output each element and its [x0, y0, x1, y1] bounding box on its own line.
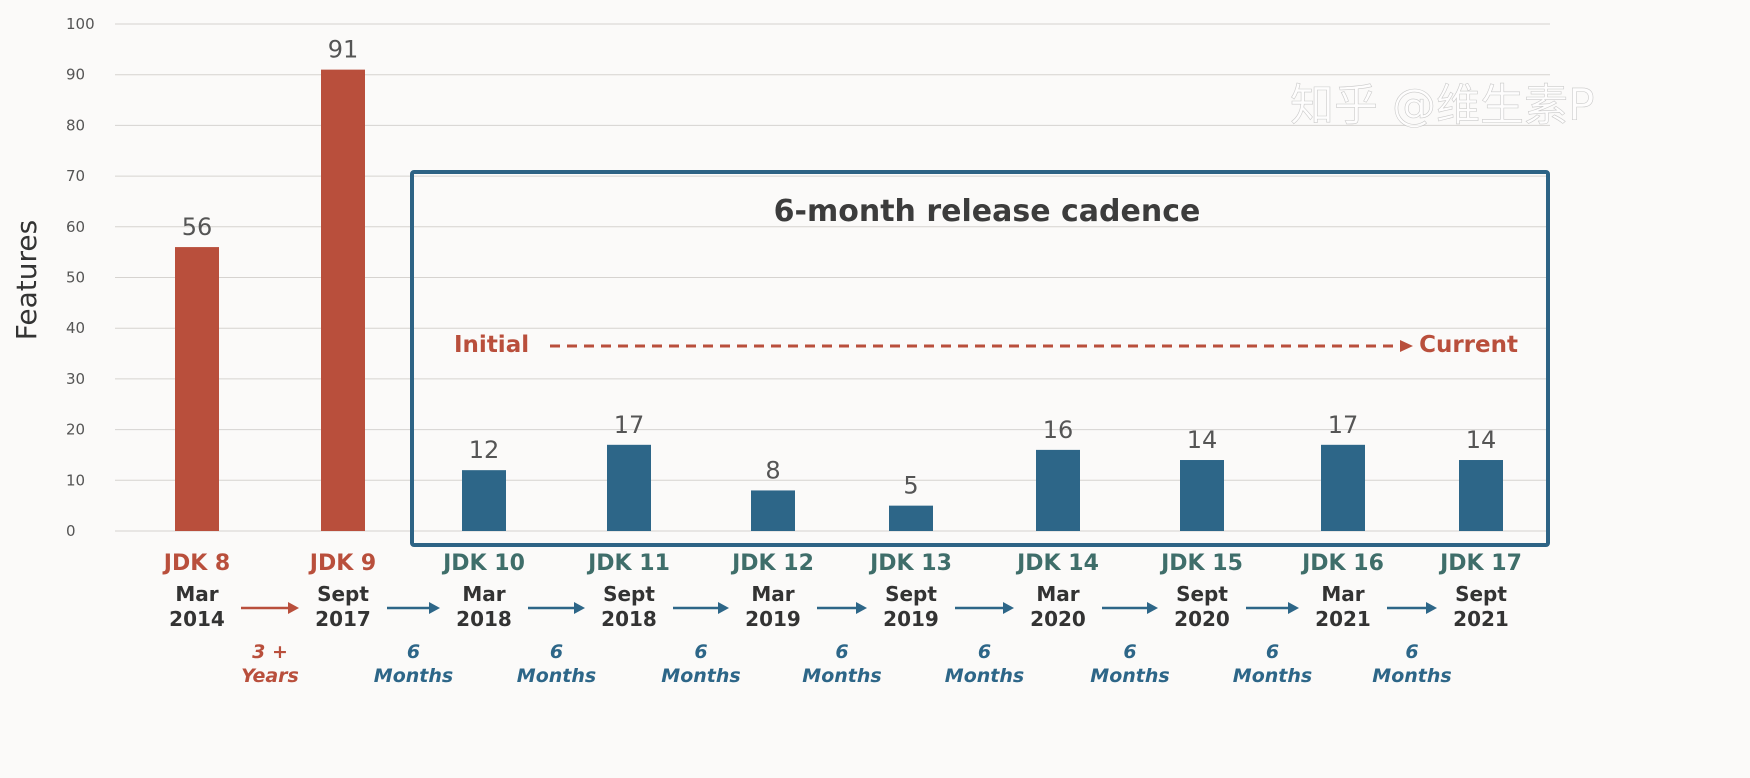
y-tick-label: 70: [66, 167, 85, 185]
bar-jdk-8: [175, 247, 219, 531]
gap-unit: Years: [241, 665, 299, 687]
gap-number: 6: [1405, 641, 1418, 663]
date-month: Mar: [462, 582, 505, 606]
gap-unit: Months: [1090, 665, 1169, 687]
y-tick-label: 30: [66, 370, 85, 388]
date-month: Sept: [603, 582, 655, 606]
bar-jdk-16: [1321, 444, 1365, 531]
date-year: 2019: [745, 607, 801, 631]
category-label: JDK 8: [162, 551, 230, 576]
bar-jdk-12: [751, 490, 795, 531]
initial-label: Initial: [454, 332, 529, 358]
gap-number: 3 +: [252, 641, 288, 663]
gap-number: 6: [550, 641, 563, 663]
date-month: Sept: [885, 582, 937, 606]
category-label: JDK 9: [308, 551, 376, 576]
data-label: 56: [182, 213, 213, 241]
gap-number: 6: [1266, 641, 1279, 663]
date-year: 2019: [883, 607, 939, 631]
date-year: 2017: [315, 607, 371, 631]
date-month: Mar: [1321, 582, 1364, 606]
y-axis-label: Features: [10, 220, 43, 340]
bar-jdk-14: [1036, 449, 1080, 531]
category-label: JDK 17: [1438, 551, 1522, 576]
bar-jdk-11: [607, 444, 651, 531]
category-label: JDK 13: [868, 551, 952, 576]
gap-number: 6: [978, 641, 991, 663]
gap-unit: Months: [1233, 665, 1312, 687]
category-label: JDK 15: [1159, 551, 1243, 576]
bar-jdk-17: [1459, 460, 1503, 531]
data-label: 14: [1466, 426, 1497, 454]
gap-unit: Months: [661, 665, 740, 687]
data-label: 17: [1328, 411, 1359, 439]
y-tick-label: 10: [66, 471, 85, 489]
y-tick-label: 100: [66, 15, 95, 33]
date-month: Mar: [175, 582, 218, 606]
arrow-right-icon: [1147, 602, 1158, 614]
y-tick-label: 90: [66, 66, 85, 84]
bar-jdk-15: [1180, 460, 1224, 531]
arrow-right-icon: [856, 602, 867, 614]
gap-unit: Months: [517, 665, 596, 687]
data-label: 12: [469, 436, 500, 464]
y-tick-label: 60: [66, 218, 85, 236]
gap-unit: Months: [945, 665, 1024, 687]
date-month: Sept: [1455, 582, 1507, 606]
category-label: JDK 12: [730, 551, 814, 576]
date-year: 2020: [1030, 607, 1086, 631]
cadence-box: [410, 170, 1550, 547]
date-year: 2020: [1174, 607, 1230, 631]
data-label: 17: [614, 411, 645, 439]
dashed-arrow-head-icon: [1400, 340, 1413, 352]
bar-jdk-9: [321, 69, 365, 531]
arrow-right-icon: [574, 602, 585, 614]
data-label: 91: [328, 36, 359, 64]
gap-unit: Months: [802, 665, 881, 687]
arrow-right-icon: [1426, 602, 1437, 614]
date-year: 2018: [601, 607, 657, 631]
date-year: 2014: [169, 607, 225, 631]
y-tick-label: 40: [66, 319, 85, 337]
category-label: JDK 10: [441, 551, 525, 576]
gap-number: 6: [694, 641, 707, 663]
date-month: Mar: [751, 582, 794, 606]
data-label: 16: [1043, 416, 1074, 444]
data-label: 5: [903, 472, 918, 500]
gap-unit: Months: [1372, 665, 1451, 687]
category-label: JDK 16: [1300, 551, 1384, 576]
arrow-right-icon: [718, 602, 729, 614]
date-month: Sept: [317, 582, 369, 606]
gap-unit: Months: [374, 665, 453, 687]
arrow-right-icon: [1288, 602, 1299, 614]
cadence-title: 6-month release cadence: [774, 194, 1201, 229]
gap-number: 6: [1123, 641, 1136, 663]
arrow-right-icon: [429, 602, 440, 614]
y-tick-label: 0: [66, 522, 76, 540]
arrow-right-icon: [1003, 602, 1014, 614]
current-label: Current: [1419, 332, 1518, 358]
category-label: JDK 14: [1015, 551, 1099, 576]
data-label: 14: [1187, 426, 1218, 454]
date-month: Mar: [1036, 582, 1079, 606]
y-tick-label: 20: [66, 421, 85, 439]
category-label: JDK 11: [586, 551, 670, 576]
watermark: 知乎 @维生素P: [1290, 80, 1595, 131]
gap-number: 6: [407, 641, 420, 663]
date-year: 2021: [1453, 607, 1509, 631]
data-label: 8: [765, 456, 780, 484]
date-month: Sept: [1176, 582, 1228, 606]
date-year: 2018: [456, 607, 512, 631]
gap-number: 6: [835, 641, 848, 663]
bar-jdk-10: [462, 470, 506, 531]
date-year: 2021: [1315, 607, 1371, 631]
y-tick-label: 50: [66, 269, 85, 287]
y-tick-label: 80: [66, 116, 85, 134]
bar-jdk-13: [889, 505, 933, 531]
arrow-right-icon: [288, 602, 299, 614]
